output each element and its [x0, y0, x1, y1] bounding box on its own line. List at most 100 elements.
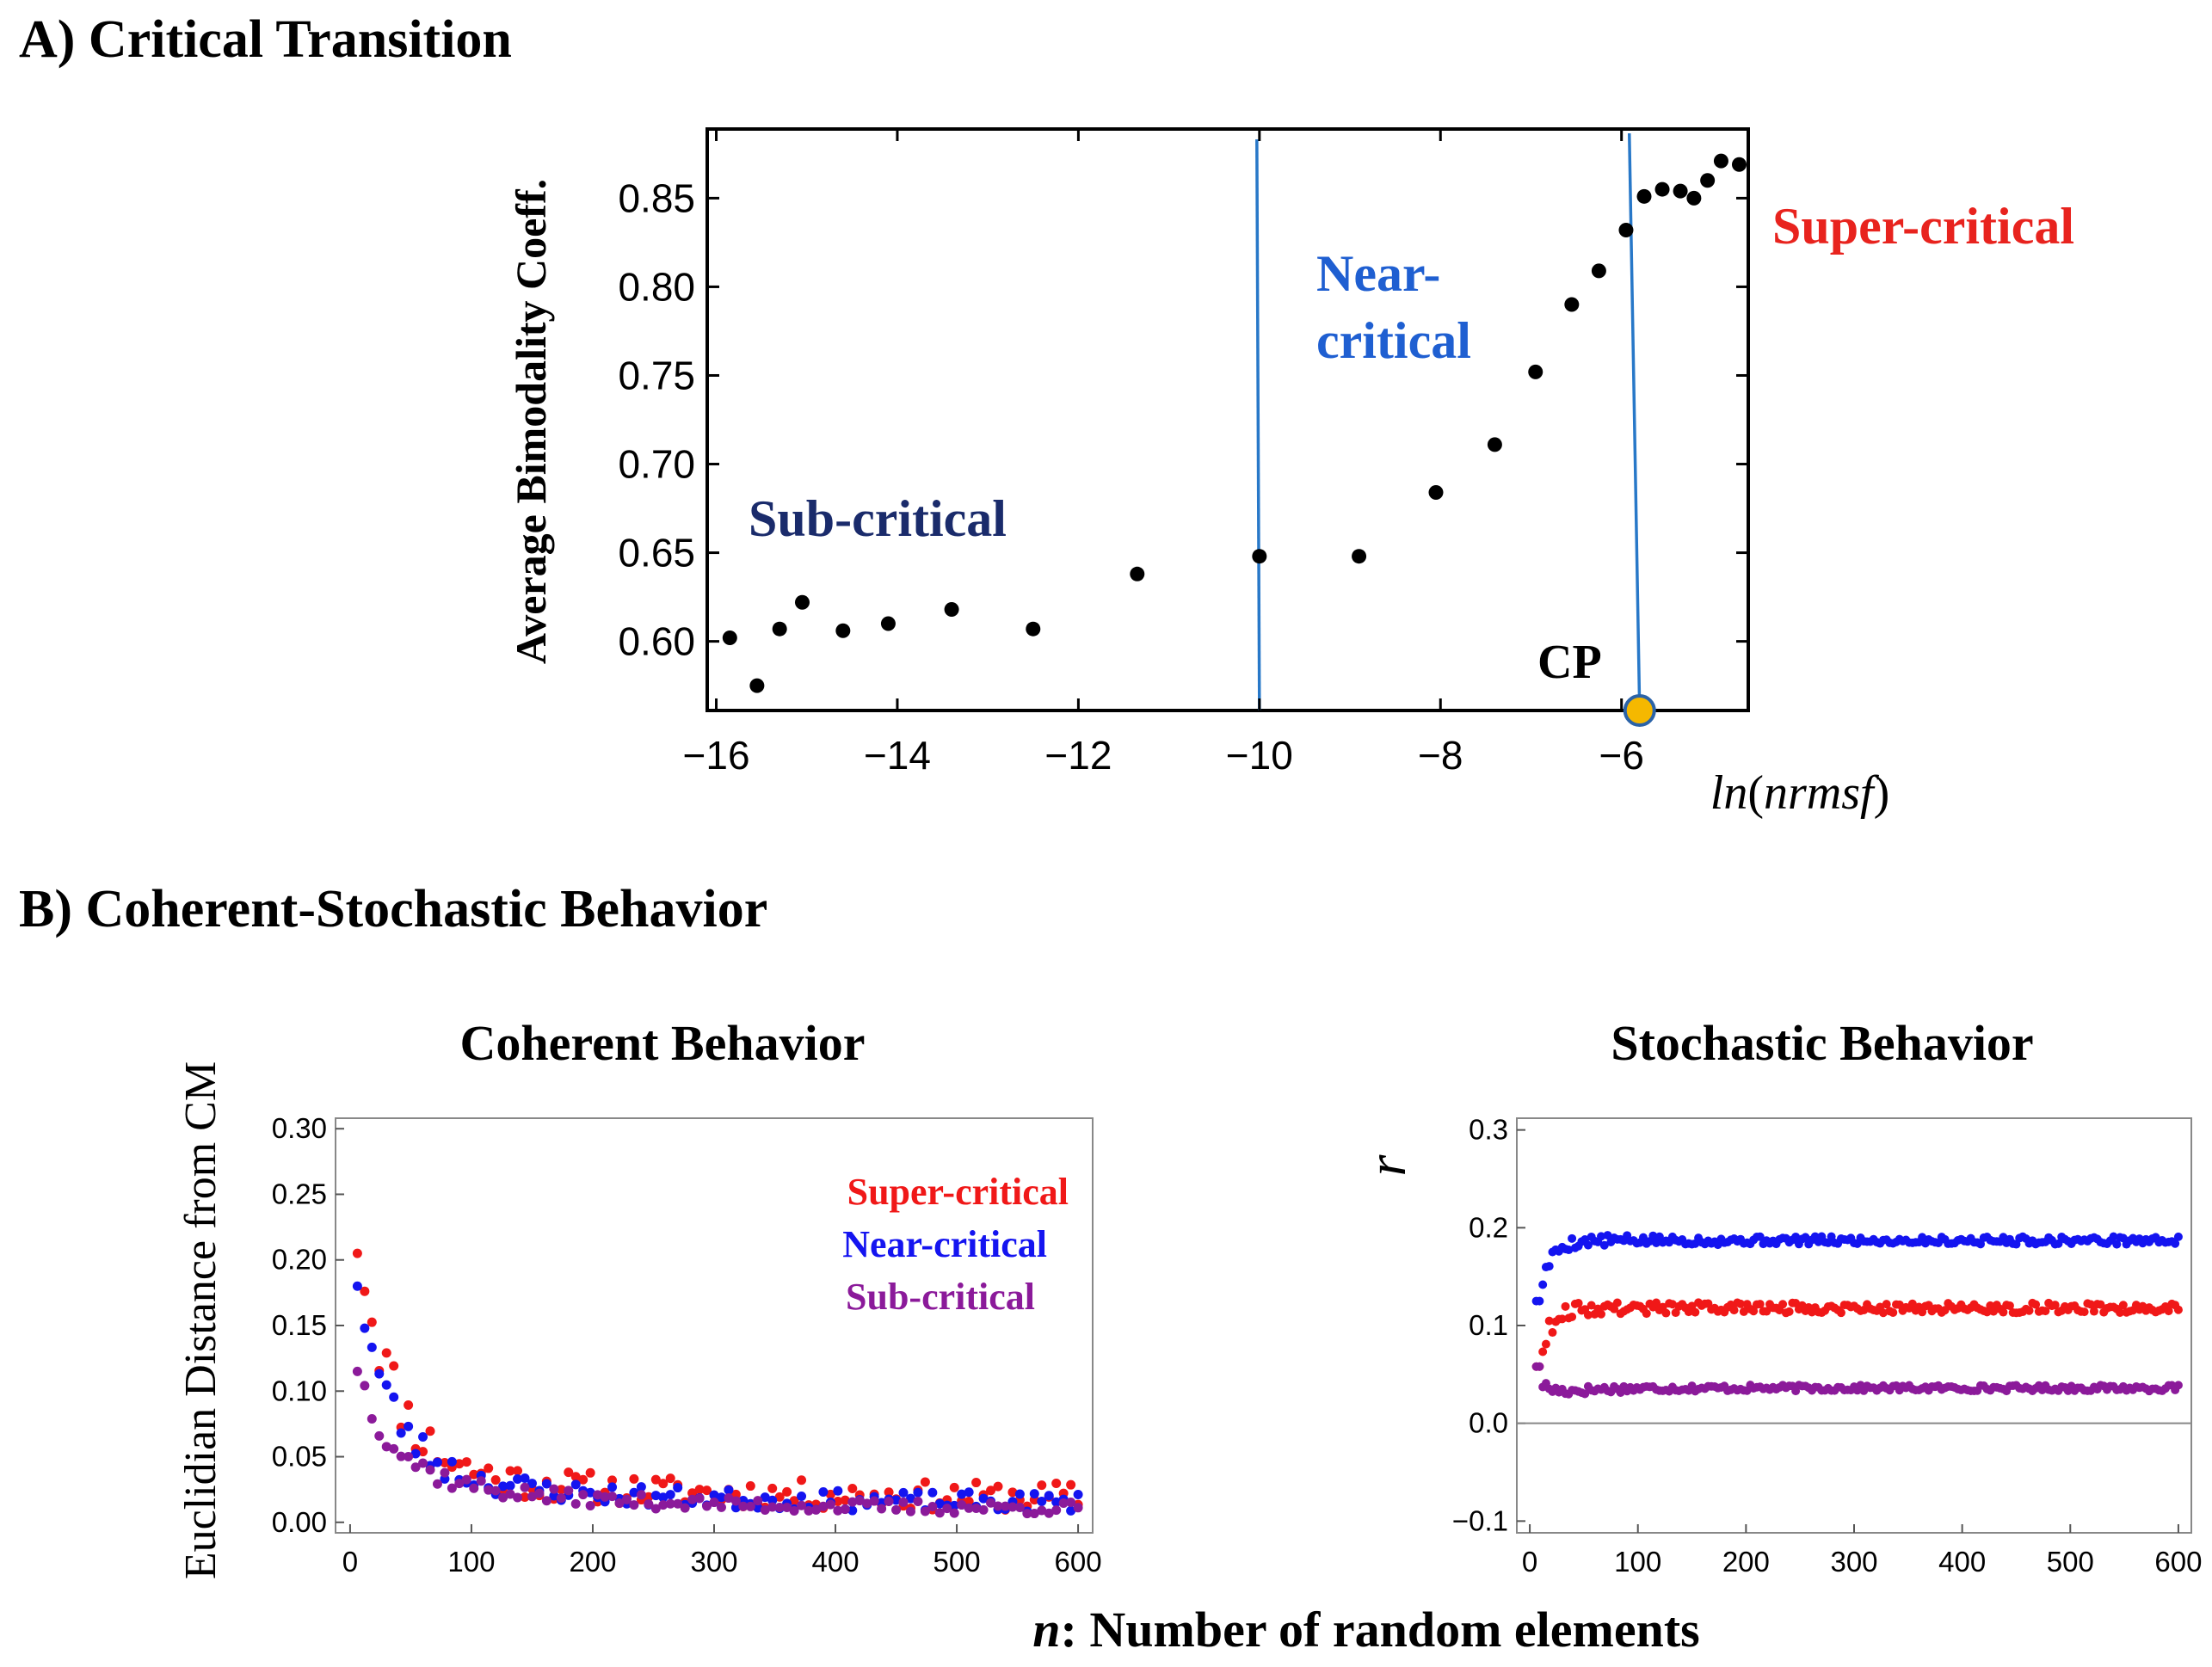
data-point-a: [794, 594, 810, 610]
data-point-coherent: [513, 1473, 523, 1484]
data-point-coherent: [993, 1481, 1003, 1492]
data-point-coherent: [804, 1505, 814, 1516]
x-tick-label-a: −16: [683, 733, 750, 778]
data-point-stochastic: [2005, 1301, 2014, 1310]
data-point-coherent: [767, 1502, 778, 1512]
data-point-a: [1130, 566, 1145, 581]
data-point-coherent: [432, 1457, 442, 1467]
data-point-coherent: [913, 1487, 923, 1498]
data-point-coherent: [607, 1475, 618, 1486]
y-axis-label-c: r: [1356, 1153, 1417, 1176]
data-point-stochastic: [1784, 1307, 1794, 1316]
data-point-stochastic: [1976, 1239, 1985, 1249]
shared-x-axis-label: n: Number of random elements: [1032, 1602, 1699, 1658]
data-point-coherent: [1022, 1509, 1032, 1519]
data-point-coherent: [440, 1467, 450, 1478]
data-point-coherent: [404, 1400, 414, 1411]
data-point-coherent: [425, 1465, 435, 1475]
data-point-coherent: [1066, 1479, 1076, 1490]
data-point-coherent: [986, 1486, 996, 1496]
data-point-stochastic: [1583, 1240, 1593, 1250]
data-point-coherent: [702, 1486, 712, 1496]
data-point-stochastic: [1568, 1312, 1577, 1321]
data-point-coherent: [745, 1481, 755, 1492]
data-point-coherent: [891, 1504, 902, 1515]
y-tick-label-a: 0.85: [618, 175, 695, 220]
data-point-stochastic: [1755, 1300, 1765, 1309]
data-point-coherent: [847, 1483, 858, 1493]
y-tick-label: 0.2: [1469, 1211, 1508, 1243]
data-point-coherent: [920, 1506, 930, 1516]
data-point-stochastic: [1889, 1307, 1898, 1317]
legend-coherent: Super-critical Near-critical Sub-critica…: [842, 1171, 1069, 1318]
data-point-coherent: [913, 1497, 923, 1507]
data-point-coherent: [556, 1493, 566, 1504]
y-tick-label: −0.1: [1452, 1504, 1508, 1536]
x-axis-label-a: ln(nrmsf): [1710, 766, 1889, 820]
data-point-coherent: [556, 1485, 566, 1495]
data-point-coherent: [898, 1487, 909, 1498]
data-point-coherent: [578, 1474, 588, 1485]
data-point-coherent: [898, 1497, 909, 1507]
data-point-coherent: [905, 1493, 915, 1504]
data-point-coherent: [650, 1504, 661, 1514]
x-axis-label-a-part: ): [1874, 766, 1890, 820]
data-point-coherent: [520, 1473, 530, 1484]
data-point-a: [1591, 263, 1606, 279]
data-point-stochastic: [1836, 1308, 1845, 1318]
data-point-coherent: [1007, 1502, 1018, 1512]
data-point-coherent: [585, 1467, 595, 1478]
x-tick-label-a: −10: [1226, 733, 1293, 778]
data-point-coherent: [738, 1501, 749, 1511]
data-point-coherent: [927, 1487, 938, 1498]
data-point-coherent: [680, 1503, 690, 1513]
x-tick-label: 300: [1830, 1546, 1877, 1578]
region-label-near-critical-line1: Near-: [1316, 245, 1440, 302]
y-tick-label-a: 0.80: [618, 264, 695, 309]
data-point-coherent: [1007, 1487, 1018, 1498]
data-point-coherent: [767, 1483, 778, 1493]
data-point-coherent: [520, 1492, 530, 1502]
data-point-coherent: [964, 1497, 974, 1507]
data-point-stochastic: [1652, 1298, 1661, 1307]
data-point-coherent: [767, 1495, 778, 1505]
data-point-coherent: [920, 1477, 930, 1487]
data-point-coherent: [782, 1486, 792, 1497]
data-point-coherent: [702, 1501, 712, 1511]
data-point-stochastic: [1564, 1246, 1574, 1255]
boundary-line-near-critical: [1255, 138, 1261, 711]
x-tick-label: 100: [447, 1546, 495, 1578]
region-label-near-critical-line2: critical: [1316, 312, 1471, 369]
data-point-coherent: [862, 1498, 872, 1509]
shared-x-axis-label-prefix: n: [1032, 1602, 1060, 1658]
data-point-coherent: [782, 1502, 792, 1512]
x-tick-label-a: −6: [1599, 733, 1643, 778]
data-point-coherent: [636, 1490, 646, 1500]
data-point-coherent: [673, 1483, 683, 1493]
data-point-coherent: [360, 1286, 370, 1296]
legend-item-super-critical: Super-critical: [847, 1171, 1069, 1213]
data-point-coherent: [658, 1492, 669, 1503]
data-point-stochastic: [2054, 1239, 2063, 1248]
data-point-coherent: [665, 1498, 675, 1509]
data-point-coherent: [797, 1500, 807, 1510]
data-point-a: [1713, 153, 1728, 169]
data-point-coherent: [1037, 1505, 1047, 1516]
data-point-coherent: [1037, 1480, 1047, 1491]
data-point-coherent: [949, 1482, 959, 1492]
data-point-coherent: [709, 1498, 719, 1508]
data-point-coherent: [367, 1317, 377, 1327]
y-tick-label: 0.1: [1469, 1309, 1508, 1341]
data-point-coherent: [658, 1500, 669, 1510]
stochastic-behavior-chart: Stochastic Behavior r 0 100 200 300 400 500 60…: [1356, 1015, 2202, 1578]
data-point-coherent: [498, 1492, 508, 1503]
data-point-coherent: [1029, 1509, 1039, 1519]
data-point-stochastic: [1729, 1306, 1739, 1315]
data-point-a: [1564, 297, 1580, 312]
data-point-coherent: [498, 1481, 508, 1492]
y-tick-label: 0.30: [272, 1112, 327, 1144]
data-point-coherent: [418, 1447, 428, 1457]
data-point-a: [1026, 621, 1041, 637]
data-point-coherent: [665, 1473, 675, 1484]
